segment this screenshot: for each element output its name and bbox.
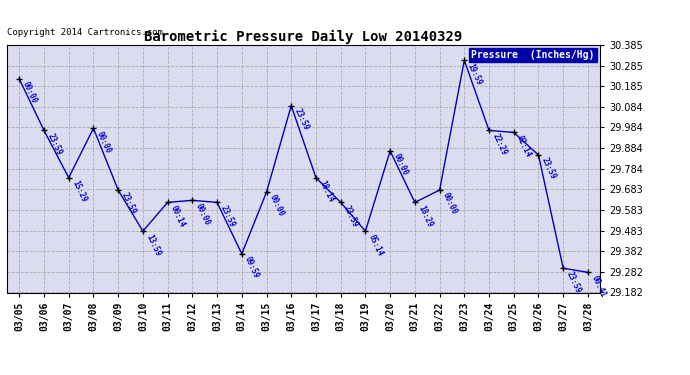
Text: 18:14: 18:14 [317, 179, 335, 204]
Text: 00:00: 00:00 [391, 152, 409, 177]
Text: 15:29: 15:29 [70, 179, 88, 204]
Text: Copyright 2014 Cartronics.com: Copyright 2014 Cartronics.com [7, 28, 163, 37]
Text: 23:59: 23:59 [293, 107, 310, 132]
Text: 13:59: 13:59 [144, 232, 162, 257]
Text: Pressure  (Inches/Hg): Pressure (Inches/Hg) [471, 50, 594, 60]
Text: 00:00: 00:00 [441, 191, 459, 216]
Text: 00:00: 00:00 [21, 80, 39, 105]
Text: 00:00: 00:00 [268, 194, 286, 218]
Text: 00:00: 00:00 [194, 202, 212, 226]
Text: 02:14: 02:14 [515, 134, 533, 159]
Text: 23:59: 23:59 [46, 132, 63, 156]
Text: 00:14: 00:14 [169, 204, 187, 228]
Text: 23:59: 23:59 [119, 191, 137, 216]
Text: 23:59: 23:59 [564, 270, 582, 294]
Text: 19:59: 19:59 [466, 62, 484, 87]
Text: 23:59: 23:59 [540, 156, 558, 181]
Text: 00:00: 00:00 [95, 130, 112, 154]
Text: 18:29: 18:29 [416, 204, 434, 228]
Text: 00:41: 00:41 [589, 274, 607, 298]
Text: 23:59: 23:59 [342, 204, 360, 228]
Text: 05:14: 05:14 [367, 232, 385, 257]
Text: 09:59: 09:59 [243, 255, 261, 280]
Text: 22:29: 22:29 [491, 132, 509, 156]
Title: Barometric Pressure Daily Low 20140329: Barometric Pressure Daily Low 20140329 [144, 30, 463, 44]
Text: 23:59: 23:59 [219, 204, 237, 228]
